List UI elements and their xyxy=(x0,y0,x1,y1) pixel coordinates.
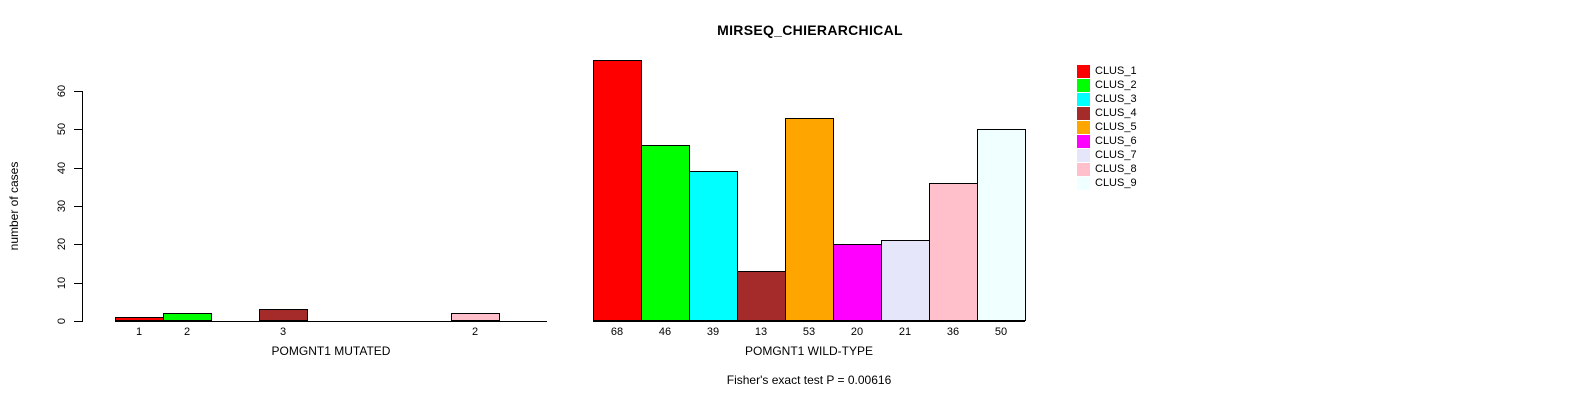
legend-swatch-clus-3 xyxy=(1077,93,1090,106)
y-axis-tick-label: 40 xyxy=(56,161,68,175)
legend-swatch-clus-9 xyxy=(1077,177,1090,190)
bar-value-label-wildtype-clus-6: 20 xyxy=(850,326,864,338)
bar-wildtype-clus-6 xyxy=(833,244,882,321)
bar-wildtype-clus-7 xyxy=(881,240,930,321)
legend-label-clus-7: CLUS_7 xyxy=(1095,149,1137,161)
legend-label-clus-9: CLUS_9 xyxy=(1095,177,1137,189)
legend-label-clus-1: CLUS_1 xyxy=(1095,65,1137,77)
bar-value-label-wildtype-clus-9: 50 xyxy=(994,326,1008,338)
bar-mutated-clus-2 xyxy=(163,313,212,321)
y-axis-tick-label: 60 xyxy=(56,84,68,98)
legend-swatch-clus-5 xyxy=(1077,121,1090,134)
bar-value-label-wildtype-clus-2: 46 xyxy=(658,326,672,338)
bar-value-label-mutated-clus-8: 2 xyxy=(471,326,479,338)
bar-wildtype-clus-5 xyxy=(785,118,834,321)
y-axis-tick-label: 0 xyxy=(56,317,68,325)
y-axis-tick xyxy=(74,283,82,284)
bar-wildtype-clus-1 xyxy=(593,60,642,321)
legend-swatch-clus-7 xyxy=(1077,149,1090,162)
legend-swatch-clus-8 xyxy=(1077,163,1090,176)
y-axis-tick-label: 30 xyxy=(56,199,68,213)
chart-title: MIRSEQ_CHIERARCHICAL xyxy=(717,22,903,38)
bar-value-label-mutated-clus-2: 2 xyxy=(183,326,191,338)
bar-mutated-clus-4 xyxy=(259,309,308,321)
bar-wildtype-clus-9 xyxy=(977,129,1026,321)
x-axis-label-wildtype: POMGNT1 WILD-TYPE xyxy=(744,344,874,358)
y-axis-tick-label: 50 xyxy=(56,122,68,136)
legend-swatch-clus-1 xyxy=(1077,65,1090,78)
bar-wildtype-clus-3 xyxy=(689,171,738,321)
y-axis-tick-label: 10 xyxy=(56,276,68,290)
y-axis-label: number of cases xyxy=(7,161,21,251)
y-axis-tick xyxy=(74,206,82,207)
legend-swatch-clus-6 xyxy=(1077,135,1090,148)
x-axis-line-wildtype xyxy=(593,321,1025,322)
bar-mutated-clus-1 xyxy=(115,317,164,321)
bar-value-label-wildtype-clus-8: 36 xyxy=(946,326,960,338)
bar-mutated-clus-8 xyxy=(451,313,500,321)
fisher-test-annotation: Fisher's exact test P = 0.00616 xyxy=(726,373,892,387)
y-axis-tick xyxy=(74,129,82,130)
y-axis-tick xyxy=(74,91,82,92)
bar-value-label-mutated-clus-1: 1 xyxy=(135,326,143,338)
legend-swatch-clus-4 xyxy=(1077,107,1090,120)
bar-wildtype-clus-4 xyxy=(737,271,786,321)
legend-swatch-clus-2 xyxy=(1077,79,1090,92)
y-axis-tick xyxy=(74,168,82,169)
y-axis-tick-label: 20 xyxy=(56,237,68,251)
legend-label-clus-5: CLUS_5 xyxy=(1095,121,1137,133)
x-axis-label-mutated: POMGNT1 MUTATED xyxy=(271,344,391,358)
legend-label-clus-2: CLUS_2 xyxy=(1095,79,1137,91)
bar-value-label-wildtype-clus-3: 39 xyxy=(706,326,720,338)
bar-value-label-wildtype-clus-7: 21 xyxy=(898,326,912,338)
bar-wildtype-clus-8 xyxy=(929,183,978,321)
legend-label-clus-3: CLUS_3 xyxy=(1095,93,1137,105)
legend-label-clus-4: CLUS_4 xyxy=(1095,107,1137,119)
legend-label-clus-6: CLUS_6 xyxy=(1095,135,1137,147)
legend-label-clus-8: CLUS_8 xyxy=(1095,163,1137,175)
bar-value-label-wildtype-clus-4: 13 xyxy=(754,326,768,338)
bar-value-label-mutated-clus-4: 3 xyxy=(279,326,287,338)
y-axis-tick xyxy=(74,321,82,322)
bar-wildtype-clus-2 xyxy=(641,145,690,321)
bar-value-label-wildtype-clus-5: 53 xyxy=(802,326,816,338)
bar-value-label-wildtype-clus-1: 68 xyxy=(610,326,624,338)
x-axis-line-mutated xyxy=(115,321,547,322)
y-axis-line xyxy=(82,91,83,322)
y-axis-tick xyxy=(74,244,82,245)
